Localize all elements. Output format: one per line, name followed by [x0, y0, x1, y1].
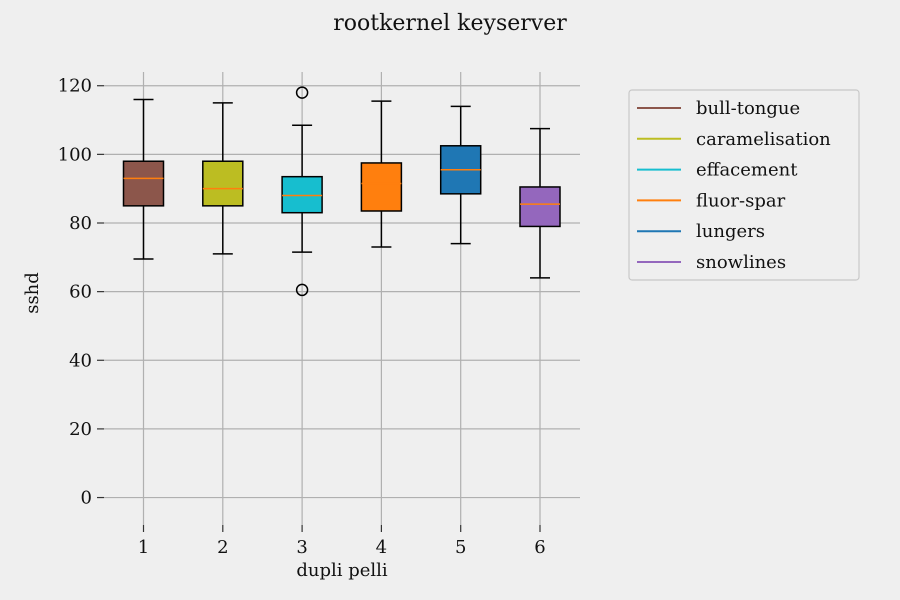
y-tick-label: 120: [58, 76, 92, 97]
legend-entry: lungers: [696, 221, 765, 242]
box-caramelisation: [202, 102, 244, 255]
x-tick-label: 5: [455, 537, 466, 558]
x-tick-label: 2: [217, 537, 228, 558]
legend-entry: bull-tongue: [696, 98, 800, 119]
box-body: [202, 160, 244, 207]
box-bull-tongue: [122, 98, 165, 260]
y-tick-label: 40: [69, 350, 92, 371]
y-tick-label: 100: [58, 144, 92, 165]
legend-entry: fluor-spar: [696, 190, 786, 211]
x-tick-label: 6: [534, 537, 545, 558]
outlier-point: [295, 283, 309, 297]
box-body: [122, 160, 165, 207]
box-body: [360, 162, 403, 212]
box-lungers: [439, 105, 482, 245]
y-axis-label: sshd: [22, 272, 43, 314]
legend-frame: [628, 89, 860, 281]
x-axis: 1 2 3 4 5 6: [138, 525, 546, 558]
x-tick-label: 1: [138, 537, 149, 558]
legend-entry: effacement: [696, 160, 798, 181]
outlier-point: [295, 86, 309, 99]
chart-title: rootkernel keyserver: [333, 11, 567, 36]
y-tick-label: 20: [69, 419, 92, 440]
box-fluor-spar: [360, 100, 403, 248]
box-effacement: [281, 86, 323, 297]
y-axis: 0 20 40 60 80 100 120: [58, 76, 104, 509]
legend: bull-tongue caramelisation effacement fluor…: [628, 89, 860, 281]
boxes: [122, 86, 561, 297]
box-body: [519, 186, 561, 228]
legend-entry: caramelisation: [696, 129, 831, 150]
x-axis-label: dupli pelli: [296, 560, 388, 581]
grid: [104, 72, 580, 525]
x-tick-label: 3: [296, 537, 307, 558]
x-tick-label: 4: [376, 537, 387, 558]
y-tick-label: 80: [69, 213, 92, 234]
legend-entry: snowlines: [696, 252, 786, 273]
box-snowlines: [519, 127, 561, 279]
box-body: [281, 175, 323, 214]
y-tick-label: 0: [81, 488, 92, 509]
y-tick-label: 60: [69, 282, 92, 303]
